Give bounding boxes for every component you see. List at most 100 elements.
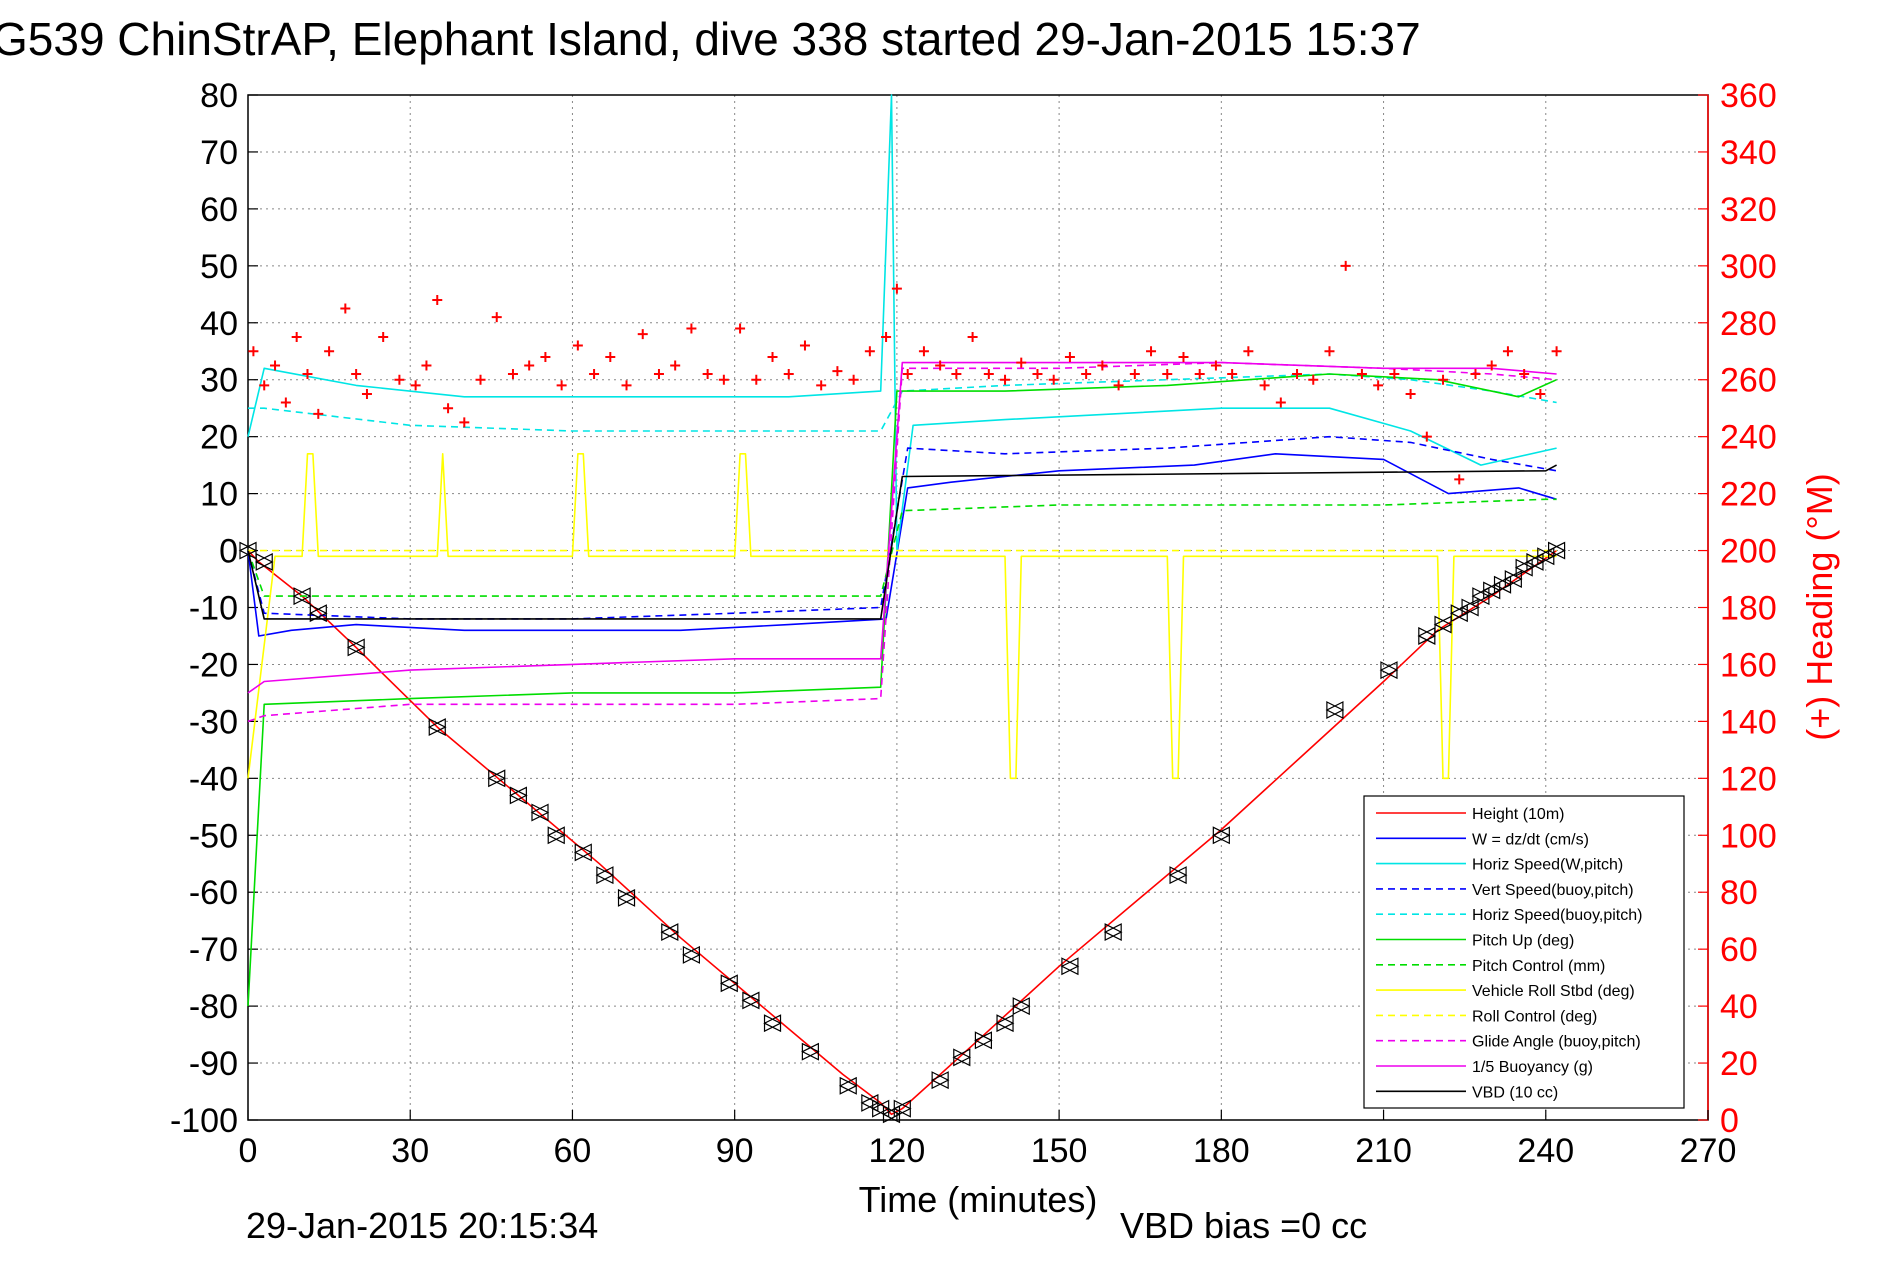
heading-point — [1340, 260, 1351, 271]
height-marker — [682, 945, 701, 964]
heading-point — [1389, 369, 1400, 380]
heading-point — [1016, 357, 1027, 368]
height-marker — [487, 769, 507, 788]
legend-label: Horiz Speed(W,pitch) — [1472, 857, 1623, 874]
x-tick-label: 0 — [239, 1132, 258, 1170]
left-tick-label: 0 — [219, 533, 238, 571]
heading-point — [1064, 351, 1075, 362]
height-marker — [1011, 997, 1031, 1016]
right-tick-label: 180 — [1720, 590, 1777, 628]
left-tick-label: -10 — [189, 590, 238, 628]
heading-point — [507, 369, 518, 380]
heading-point — [967, 332, 978, 343]
heading-layer — [248, 260, 1562, 485]
height-marker — [763, 1014, 782, 1033]
height-marker — [1417, 627, 1437, 645]
right-axis-label: (+) Heading (°M) — [1799, 473, 1840, 740]
height-marker — [509, 786, 528, 805]
right-tick-label: 160 — [1720, 646, 1777, 684]
heading-point — [1000, 374, 1011, 385]
height-marker — [1060, 957, 1080, 976]
heading-point — [951, 369, 962, 380]
heading-point — [767, 351, 778, 362]
height-marker — [1325, 701, 1345, 719]
heading-point — [324, 346, 335, 357]
height-marker — [892, 1099, 912, 1118]
heading-point — [524, 360, 535, 371]
heading-point — [1178, 351, 1189, 362]
heading-point — [1227, 369, 1238, 380]
heading-point — [1113, 380, 1124, 391]
heading-point — [259, 380, 270, 391]
legend-box — [1363, 795, 1685, 1109]
heading-point — [816, 380, 827, 391]
heading-point — [1032, 369, 1043, 380]
height-marker — [719, 974, 739, 993]
heading-point — [432, 295, 443, 305]
heading-point — [1535, 388, 1546, 399]
heading-point — [1438, 374, 1449, 385]
height-marker — [595, 866, 615, 885]
heading-point — [1129, 369, 1140, 380]
left-tick-label: -60 — [189, 874, 238, 912]
right-tick-label: 220 — [1720, 476, 1777, 514]
heading-point — [799, 340, 810, 351]
right-tick-label: 300 — [1720, 248, 1777, 286]
heading-point — [848, 374, 859, 385]
height-marker — [995, 1014, 1015, 1033]
height-marker — [308, 604, 328, 623]
legend-label: Glide Angle (buoy,pitch) — [1472, 1034, 1641, 1051]
height-marker — [1547, 541, 1566, 560]
left-tick-label: -30 — [189, 703, 238, 741]
heading-point — [1146, 346, 1157, 357]
left-tick-label: -70 — [189, 931, 238, 969]
heading-point — [1470, 369, 1481, 380]
heading-point — [718, 374, 729, 385]
heading-point — [902, 369, 913, 380]
left-tick-label: 10 — [200, 476, 238, 514]
heading-point — [361, 388, 372, 399]
left-tick-label: 80 — [200, 77, 238, 115]
height-marker — [1433, 615, 1453, 634]
height-marker — [1503, 570, 1523, 588]
footer-vbd-bias: VBD bias =0 cc — [1120, 1205, 1367, 1246]
left-tick-label: -50 — [189, 817, 238, 855]
heading-point — [475, 374, 486, 385]
series-line-6 — [247, 498, 1557, 597]
height-marker — [1471, 587, 1491, 606]
heading-point — [1454, 474, 1465, 485]
heading-point — [491, 312, 502, 323]
heading-point — [1259, 380, 1270, 391]
heading-point — [340, 303, 351, 314]
right-tick-label: 140 — [1720, 703, 1777, 741]
legend-label: Horiz Speed(buoy,pitch) — [1472, 907, 1642, 924]
right-tick-label: 240 — [1720, 419, 1777, 457]
heading-point — [280, 397, 291, 408]
heading-point — [1486, 360, 1497, 371]
right-tick-label: 120 — [1720, 760, 1777, 798]
heading-point — [832, 366, 843, 377]
right-tick-label: 80 — [1720, 874, 1758, 912]
height-marker — [741, 991, 761, 1010]
right-tick-label: 360 — [1720, 77, 1777, 115]
height-marker — [1168, 866, 1188, 885]
heading-point — [1373, 380, 1384, 391]
legend-label: W = dz/dt (cm/s) — [1472, 831, 1589, 848]
height-marker-layer — [238, 541, 1566, 1124]
right-axis: 0 20 40 60 80 100 120 140 160 180 200 220 240 260 280 3… — [1698, 77, 1777, 1140]
height-marker — [346, 638, 366, 657]
heading-point — [983, 369, 994, 380]
chart-title: G539 ChinStrAP, Elephant Island, dive 33… — [0, 13, 1421, 65]
x-tick-label: 150 — [1031, 1132, 1088, 1170]
heading-point — [1421, 431, 1432, 442]
left-tick-label: 60 — [200, 191, 238, 229]
heading-point — [572, 340, 583, 351]
series-line-4 — [248, 373, 1557, 432]
heading-point — [1405, 388, 1416, 399]
left-tick-label: 20 — [200, 419, 238, 457]
legend-label: Pitch Up (deg) — [1472, 933, 1574, 950]
height-marker — [546, 826, 566, 845]
right-tick-label: 340 — [1720, 134, 1777, 172]
heading-point — [864, 346, 875, 357]
left-tick-label: -40 — [189, 760, 238, 798]
